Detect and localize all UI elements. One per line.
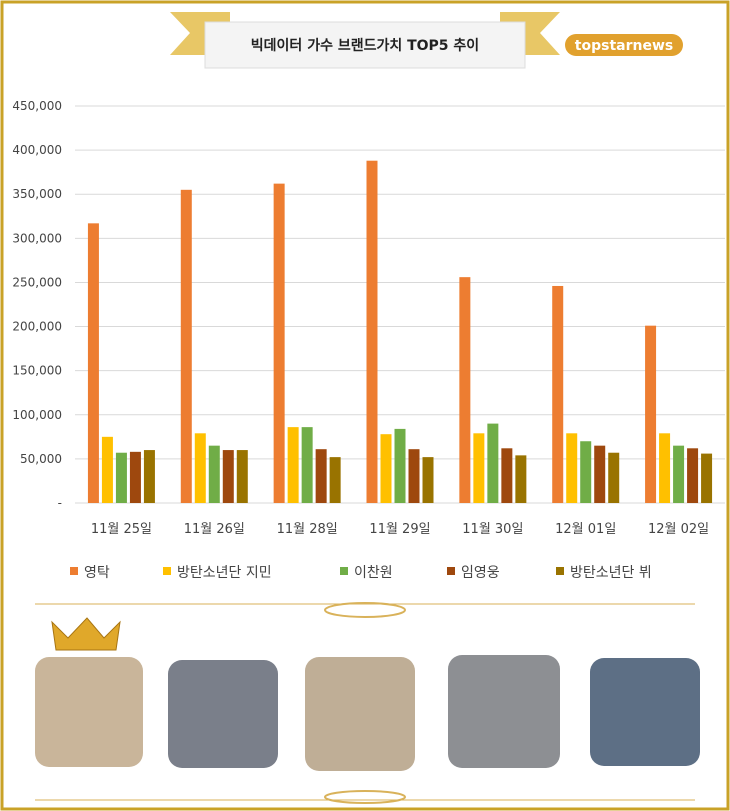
bar (459, 277, 471, 503)
bar (301, 427, 313, 503)
y-tick-label: 300,000 (12, 231, 62, 245)
bar (580, 441, 592, 503)
bar (552, 285, 564, 503)
legend-label: 방탄소년단 뷔 (570, 565, 652, 581)
legend-label: 영탁 (84, 565, 110, 581)
bar (608, 452, 620, 503)
bar (366, 160, 378, 503)
bar (143, 450, 155, 503)
legend-swatch (447, 567, 455, 575)
bar (673, 445, 685, 503)
crown (51, 617, 121, 651)
legend-swatch (163, 567, 171, 575)
legend-swatch (340, 567, 348, 575)
bar (501, 448, 513, 503)
bar (208, 445, 220, 503)
bar (515, 455, 527, 503)
legend-label: 임영웅 (461, 565, 500, 581)
photos (35, 655, 700, 771)
bar (473, 433, 485, 503)
bar (422, 457, 434, 503)
bar (273, 183, 285, 503)
bar (180, 189, 192, 504)
y-tick-label: 100,000 (12, 408, 62, 422)
bar (87, 223, 99, 503)
bar (115, 452, 127, 503)
y-tick-label: 150,000 (12, 364, 62, 378)
x-tick-label: 12월 01일 (555, 522, 616, 537)
bar (287, 427, 299, 503)
bar (329, 457, 341, 503)
logo-badge (565, 34, 683, 56)
bar (408, 449, 420, 503)
title-banner (170, 12, 560, 69)
x-tick-label: 11월 29일 (369, 522, 430, 537)
bar (194, 433, 206, 503)
legend-label: 방탄소년단 지민 (177, 565, 272, 581)
bar (487, 423, 499, 503)
bar (687, 448, 699, 503)
legend-swatch (556, 567, 564, 575)
y-tick-label: 400,000 (12, 143, 62, 157)
chart-title: 빅데이터 가수 브랜드가치 TOP5 추이 (251, 37, 479, 54)
y-tick-label: 200,000 (12, 320, 62, 334)
legend-swatch (70, 567, 78, 575)
y-tick-label: 250,000 (12, 275, 62, 289)
x-tick-label: 11월 25일 (91, 522, 152, 537)
x-tick-label: 11월 26일 (184, 522, 245, 537)
x-tick-label: 12월 02일 (648, 522, 709, 537)
bar (701, 453, 713, 503)
divider (35, 602, 695, 804)
bar (222, 450, 234, 503)
legend-label: 이찬원 (354, 565, 393, 581)
y-tick-label: - (58, 496, 62, 510)
bar (101, 436, 113, 503)
bar (594, 445, 606, 503)
bar (315, 449, 327, 503)
bar (236, 450, 248, 503)
bar (394, 428, 406, 503)
bar (380, 434, 392, 503)
x-tick-label: 11월 30일 (462, 522, 523, 537)
y-tick-label: 50,000 (20, 452, 62, 466)
y-tick-label: 450,000 (12, 99, 62, 113)
bar (645, 325, 657, 503)
y-tick-label: 350,000 (12, 187, 62, 201)
logo: topstarnews (575, 38, 673, 54)
bar (659, 433, 671, 503)
bar (566, 433, 578, 503)
bar (129, 451, 141, 503)
x-tick-label: 11월 28일 (277, 522, 338, 537)
